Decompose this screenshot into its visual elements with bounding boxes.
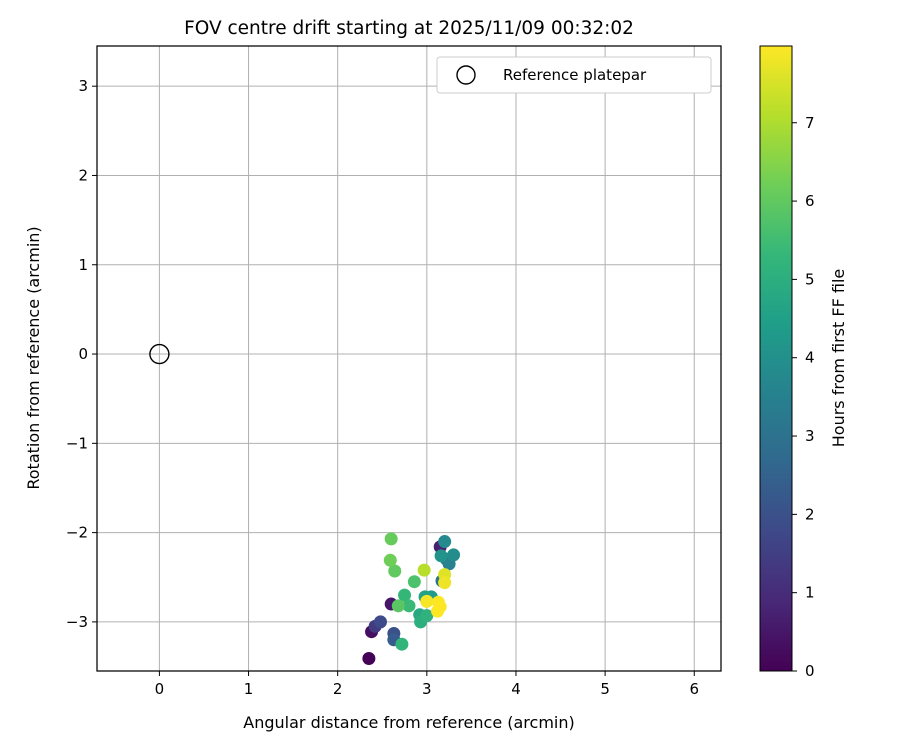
colorbar-tick-label: 4 bbox=[805, 349, 815, 367]
data-point bbox=[420, 609, 434, 623]
x-tick-label: 3 bbox=[422, 680, 432, 698]
data-point bbox=[420, 594, 434, 608]
plot-frame bbox=[96, 45, 722, 672]
chart-title: FOV centre drift starting at 2025/11/09 … bbox=[184, 18, 634, 39]
data-point bbox=[438, 535, 452, 549]
colorbar-tick-label: 7 bbox=[805, 114, 815, 132]
colorbar-ticks: 0 1 2 3 4 5 6 7 bbox=[792, 114, 815, 680]
y-tick-label: 1 bbox=[78, 256, 88, 274]
y-tick-label: −1 bbox=[66, 434, 88, 452]
data-point bbox=[388, 564, 402, 578]
y-tick-label: −2 bbox=[66, 524, 88, 542]
data-point bbox=[431, 604, 445, 618]
data-point bbox=[402, 599, 416, 613]
colorbar-gradient bbox=[759, 45, 793, 672]
colorbar-tick-label: 0 bbox=[805, 662, 815, 680]
colorbar-label: Hours from first FF file bbox=[829, 269, 848, 448]
colorbar-tick-label: 1 bbox=[805, 584, 815, 602]
x-tick-label: 6 bbox=[689, 680, 699, 698]
data-point bbox=[383, 553, 397, 567]
data-point bbox=[434, 549, 448, 563]
grid bbox=[97, 46, 721, 671]
colorbar-tick-label: 3 bbox=[805, 427, 815, 445]
legend: Reference platepar bbox=[436, 56, 712, 94]
y-axis-label: Rotation from reference (arcmin) bbox=[24, 226, 43, 489]
data-point bbox=[395, 637, 409, 651]
colorbar-tick-label: 2 bbox=[805, 505, 815, 523]
x-tick-label: 5 bbox=[600, 680, 610, 698]
x-tick-label: 1 bbox=[244, 680, 254, 698]
reference-marker bbox=[149, 343, 170, 365]
colorbar-tick-label: 6 bbox=[805, 192, 815, 210]
y-axis: −3 −2 −1 0 1 2 3 bbox=[66, 77, 97, 631]
x-tick-label: 2 bbox=[333, 680, 343, 698]
data-point bbox=[391, 599, 405, 613]
legend-label: Reference platepar bbox=[503, 66, 647, 84]
legend-marker bbox=[456, 65, 476, 85]
data-point bbox=[447, 548, 461, 562]
x-tick-label: 0 bbox=[155, 680, 165, 698]
data-point bbox=[373, 615, 387, 629]
x-axis: 0 1 2 3 4 5 6 bbox=[155, 671, 699, 698]
colorbar: 0 1 2 3 4 5 6 7 Hours from first FF file bbox=[759, 45, 848, 680]
y-tick-label: 3 bbox=[78, 77, 88, 95]
x-tick-label: 4 bbox=[511, 680, 521, 698]
data-point bbox=[407, 575, 421, 589]
data-point bbox=[362, 652, 376, 665]
y-tick-label: −3 bbox=[66, 613, 88, 631]
data-point bbox=[384, 532, 398, 546]
x-axis-label: Angular distance from reference (arcmin) bbox=[243, 713, 574, 732]
data-point bbox=[438, 576, 452, 590]
legend-frame bbox=[436, 56, 712, 94]
y-tick-label: 0 bbox=[78, 345, 88, 363]
y-tick-label: 2 bbox=[78, 166, 88, 184]
data-points bbox=[149, 343, 461, 665]
colorbar-tick-label: 5 bbox=[805, 270, 815, 288]
data-point bbox=[417, 563, 431, 577]
data-point bbox=[398, 588, 412, 602]
